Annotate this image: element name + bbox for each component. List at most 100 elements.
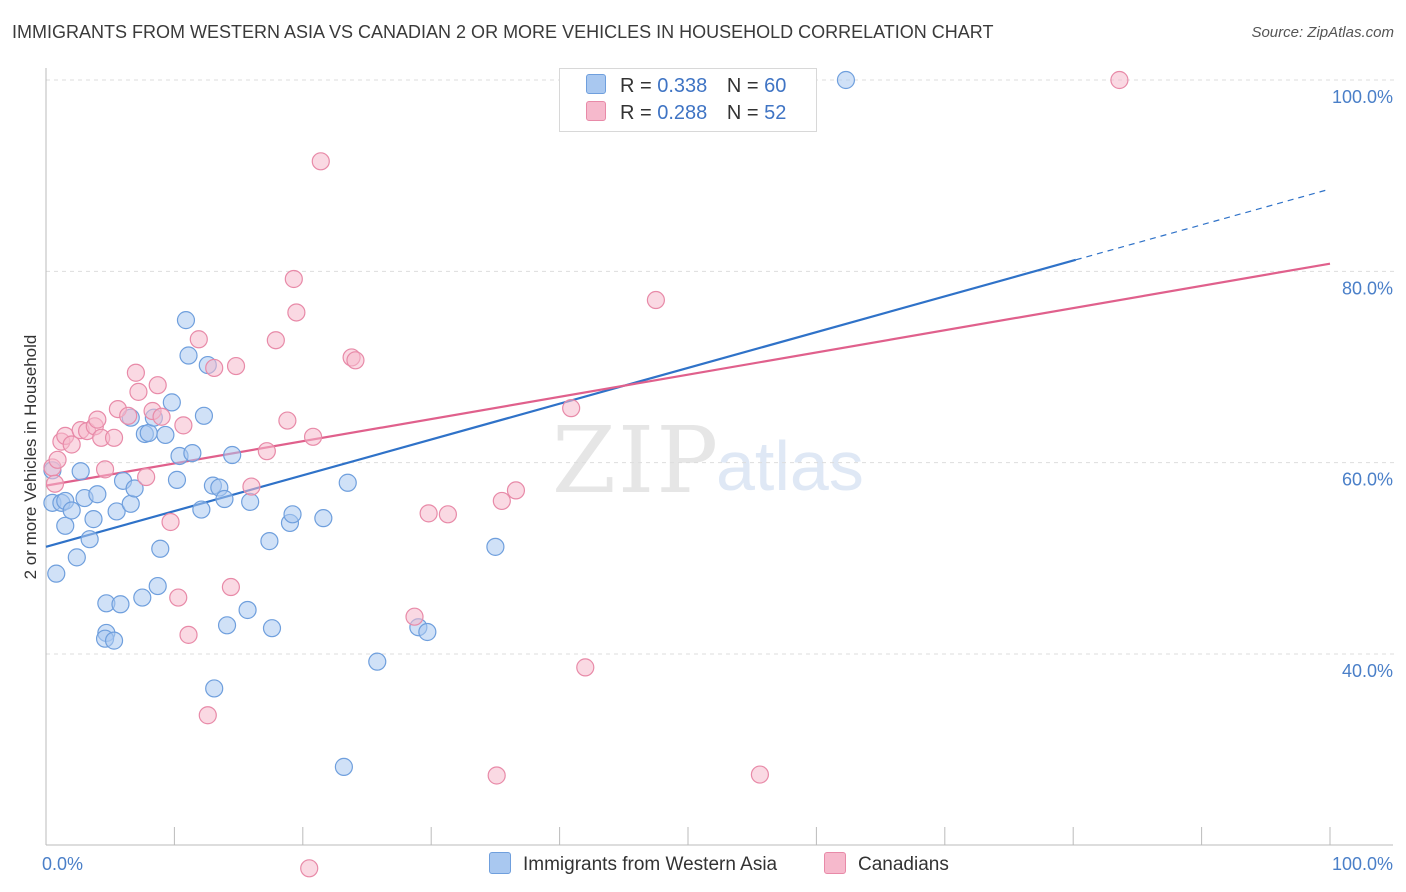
pink-swatch: [824, 852, 846, 874]
axes: [45, 68, 1393, 846]
pink-data-point: [148, 376, 167, 395]
pink-data-point: [129, 382, 148, 401]
grid-lines: [46, 79, 1395, 655]
r-value: 0.338: [657, 75, 708, 97]
pink-data-point: [226, 356, 246, 376]
blue-data-point: [67, 548, 86, 567]
legend-item-canadians: Canadians: [824, 852, 949, 876]
blue-data-point: [418, 622, 437, 642]
blue-data-point: [314, 509, 333, 528]
legend-label: Immigrants from Western Asia: [523, 854, 778, 875]
pink-data-point: [221, 577, 240, 597]
blue-data-point: [148, 576, 167, 596]
blue-data-point: [179, 346, 198, 365]
blue-data-point: [368, 652, 387, 671]
pink-data-point: [300, 859, 319, 878]
y-tick-label: 60.0%: [1342, 470, 1393, 490]
blue-data-point: [107, 502, 126, 521]
blue-data-point: [56, 516, 75, 535]
pink-data-point: [266, 331, 285, 350]
blue-data-point: [125, 479, 144, 498]
blue-data-point: [338, 473, 357, 492]
pink-data-point: [492, 491, 511, 511]
blue-data-point: [176, 311, 196, 330]
pink-data-point: [346, 351, 365, 370]
data-points: [43, 70, 1129, 878]
blue-data-point: [111, 595, 130, 614]
blue-data-point: [167, 470, 187, 489]
n-label: N =: [726, 102, 759, 124]
blue-data-point: [104, 631, 124, 650]
pink-data-point: [487, 766, 506, 785]
r-label: R =: [620, 75, 652, 97]
pink-data-point: [169, 588, 188, 607]
blue-swatch: [586, 74, 606, 94]
pink-data-point: [278, 411, 297, 430]
blue-data-point: [84, 510, 103, 529]
pink-data-point: [562, 399, 581, 418]
blue-data-point: [223, 445, 242, 465]
pink-data-point: [95, 460, 115, 479]
blue-data-point: [71, 462, 90, 481]
blue-data-point: [836, 70, 856, 90]
y-tick-label: 100.0%: [1332, 87, 1393, 107]
watermark-zip: ZIP: [552, 407, 720, 514]
blue-data-point: [121, 494, 140, 513]
x-tick-label: 100.0%: [1332, 854, 1393, 874]
pink-data-point: [104, 428, 124, 447]
blue-data-point: [47, 564, 66, 583]
watermark-atlas: atlas: [716, 427, 864, 505]
pink-data-point: [1110, 70, 1129, 90]
pink-data-point: [126, 363, 145, 382]
blue-trend-extension: [1075, 188, 1331, 261]
n-value: 52: [764, 102, 787, 124]
legend-row-pink: R = 0.288 N = 52: [586, 101, 786, 127]
y-tick-label: 80.0%: [1342, 278, 1393, 298]
blue-data-point: [183, 444, 202, 463]
x-tick-label: 0.0%: [42, 854, 83, 874]
pink-data-point: [198, 706, 217, 725]
pink-data-point: [137, 467, 156, 487]
pink-data-point: [405, 607, 424, 626]
pink-data-point: [174, 416, 193, 435]
pink-data-point: [242, 477, 261, 496]
blue-data-point: [162, 393, 181, 412]
blue-data-point: [156, 425, 175, 445]
blue-data-point: [88, 485, 107, 504]
blue-data-point: [192, 500, 211, 519]
r-label: R =: [620, 102, 652, 124]
pink-data-point: [88, 410, 107, 429]
pink-data-point: [48, 450, 67, 469]
pink-data-point: [303, 427, 323, 446]
blue-data-point: [62, 501, 81, 520]
legend-label: Canadians: [858, 854, 949, 875]
blue-data-point: [80, 530, 99, 549]
pink-data-point: [646, 290, 666, 310]
chart-title: IMMIGRANTS FROM WESTERN ASIA VS CANADIAN…: [12, 22, 994, 42]
blue-data-point: [262, 619, 282, 638]
n-label: N =: [726, 75, 759, 97]
tick-labels: 40.0% 60.0% 80.0% 100.0% 0.0% 100.0%: [42, 87, 1393, 874]
n-value: 60: [764, 75, 787, 97]
pink-data-point: [287, 303, 306, 322]
pink-data-point: [438, 505, 457, 524]
r-value: 0.288: [657, 102, 708, 124]
pink-data-point: [311, 152, 330, 171]
blue-data-point: [486, 537, 505, 556]
pink-data-point: [119, 406, 138, 425]
pink-data-point: [179, 625, 198, 644]
source-note: Source: ZipAtlas.com: [1251, 24, 1394, 41]
blue-data-point: [217, 616, 237, 635]
blue-data-point: [151, 539, 170, 558]
blue-data-point: [215, 489, 234, 509]
blue-data-point: [283, 505, 302, 524]
pink-data-point: [189, 330, 208, 349]
blue-data-point: [260, 532, 279, 551]
blue-data-point: [194, 406, 214, 425]
blue-data-point: [133, 588, 152, 607]
legend-item-western-asia: Immigrants from Western Asia: [489, 852, 777, 876]
pink-data-point: [257, 442, 276, 461]
pink-data-point: [152, 407, 171, 426]
pink-data-point: [161, 512, 180, 532]
